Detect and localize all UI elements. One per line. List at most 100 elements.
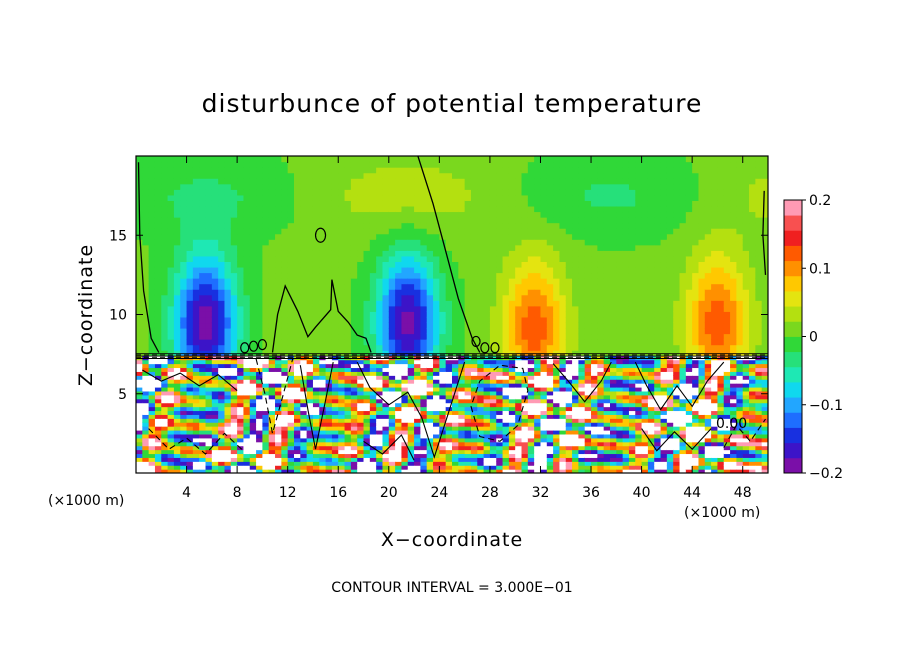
field-cell xyxy=(502,398,510,404)
field-cell xyxy=(464,211,472,218)
field-cell xyxy=(540,266,548,274)
field-cell xyxy=(281,445,289,451)
field-cell xyxy=(281,418,289,423)
field-cell xyxy=(205,222,213,229)
field-cell xyxy=(167,390,175,396)
field-cell xyxy=(452,394,459,400)
field-cell xyxy=(515,178,523,185)
field-cell xyxy=(502,178,510,185)
field-cell xyxy=(591,194,598,201)
field-cell xyxy=(180,316,188,324)
field-cell xyxy=(211,367,219,372)
field-cell xyxy=(572,178,579,185)
field-cell xyxy=(369,402,377,408)
field-cell xyxy=(401,172,409,179)
field-cell xyxy=(262,422,270,427)
field-cell xyxy=(470,433,478,439)
field-cell xyxy=(508,367,516,372)
field-cell xyxy=(401,322,409,329)
field-cell xyxy=(376,261,384,268)
field-cell xyxy=(211,414,219,419)
field-cell xyxy=(224,398,232,404)
field-cell xyxy=(439,278,447,285)
field-cell xyxy=(211,211,219,218)
field-cell xyxy=(433,294,440,301)
field-cell xyxy=(338,371,346,376)
field-cell xyxy=(256,272,263,279)
field-cell xyxy=(414,426,421,431)
field-cell xyxy=(173,239,181,246)
field-cell xyxy=(230,339,238,346)
field-cell xyxy=(369,250,377,257)
field-cell xyxy=(591,333,598,340)
field-cell xyxy=(344,244,352,251)
field-cell xyxy=(578,316,586,324)
field-cell xyxy=(218,311,226,318)
field-cell xyxy=(350,178,358,185)
field-cell xyxy=(173,433,181,439)
field-cell xyxy=(167,172,175,179)
field-cell xyxy=(287,178,295,185)
field-cell xyxy=(249,316,257,324)
field-cell xyxy=(591,394,598,400)
field-cell xyxy=(470,350,478,357)
field-cell xyxy=(173,437,181,443)
field-cell xyxy=(508,278,516,285)
field-cell xyxy=(154,367,162,372)
field-cell xyxy=(256,445,263,451)
field-cell xyxy=(369,200,377,207)
field-cell xyxy=(148,344,156,351)
field-cell xyxy=(148,311,156,318)
field-cell xyxy=(489,426,497,431)
field-cell xyxy=(142,422,150,427)
field-cell xyxy=(546,300,554,307)
field-cell xyxy=(357,429,365,435)
field-cell xyxy=(186,355,194,361)
field-cell xyxy=(218,386,226,392)
field-cell xyxy=(458,233,466,240)
field-cell xyxy=(433,465,440,470)
field-cell xyxy=(420,375,428,380)
field-cell xyxy=(136,355,143,361)
field-cell xyxy=(597,261,605,268)
field-cell xyxy=(312,156,320,163)
field-cell xyxy=(154,469,162,473)
field-cell xyxy=(382,386,390,392)
field-cell xyxy=(382,327,390,335)
field-cell xyxy=(521,217,529,224)
field-cell xyxy=(300,311,308,318)
field-cell xyxy=(319,333,327,340)
field-cell xyxy=(534,355,542,361)
field-cell xyxy=(553,172,561,179)
field-cell xyxy=(458,289,466,296)
field-cell xyxy=(407,461,415,466)
field-cell xyxy=(357,316,365,324)
field-cell xyxy=(275,461,282,466)
field-cell xyxy=(483,283,491,290)
field-cell xyxy=(483,375,491,380)
field-cell xyxy=(154,322,162,329)
field-cell xyxy=(572,367,579,372)
field-cell xyxy=(167,339,175,346)
field-cell xyxy=(268,294,276,301)
field-cell xyxy=(136,422,143,427)
field-cell xyxy=(350,333,358,340)
field-cell xyxy=(142,350,150,357)
field-cell xyxy=(294,402,301,408)
field-cell xyxy=(136,445,143,451)
field-cell xyxy=(572,167,579,174)
field-cell xyxy=(489,305,497,312)
field-cell xyxy=(470,200,478,207)
field-cell xyxy=(237,244,245,251)
field-cell xyxy=(199,339,207,346)
field-cell xyxy=(433,402,440,408)
field-cell xyxy=(597,437,605,443)
field-cell xyxy=(527,205,535,213)
field-cell xyxy=(395,311,403,318)
field-cell xyxy=(294,422,301,427)
field-cell xyxy=(470,449,478,455)
field-cell xyxy=(167,418,175,423)
field-cell xyxy=(230,244,238,251)
field-cell xyxy=(584,453,592,458)
field-cell xyxy=(414,211,421,218)
